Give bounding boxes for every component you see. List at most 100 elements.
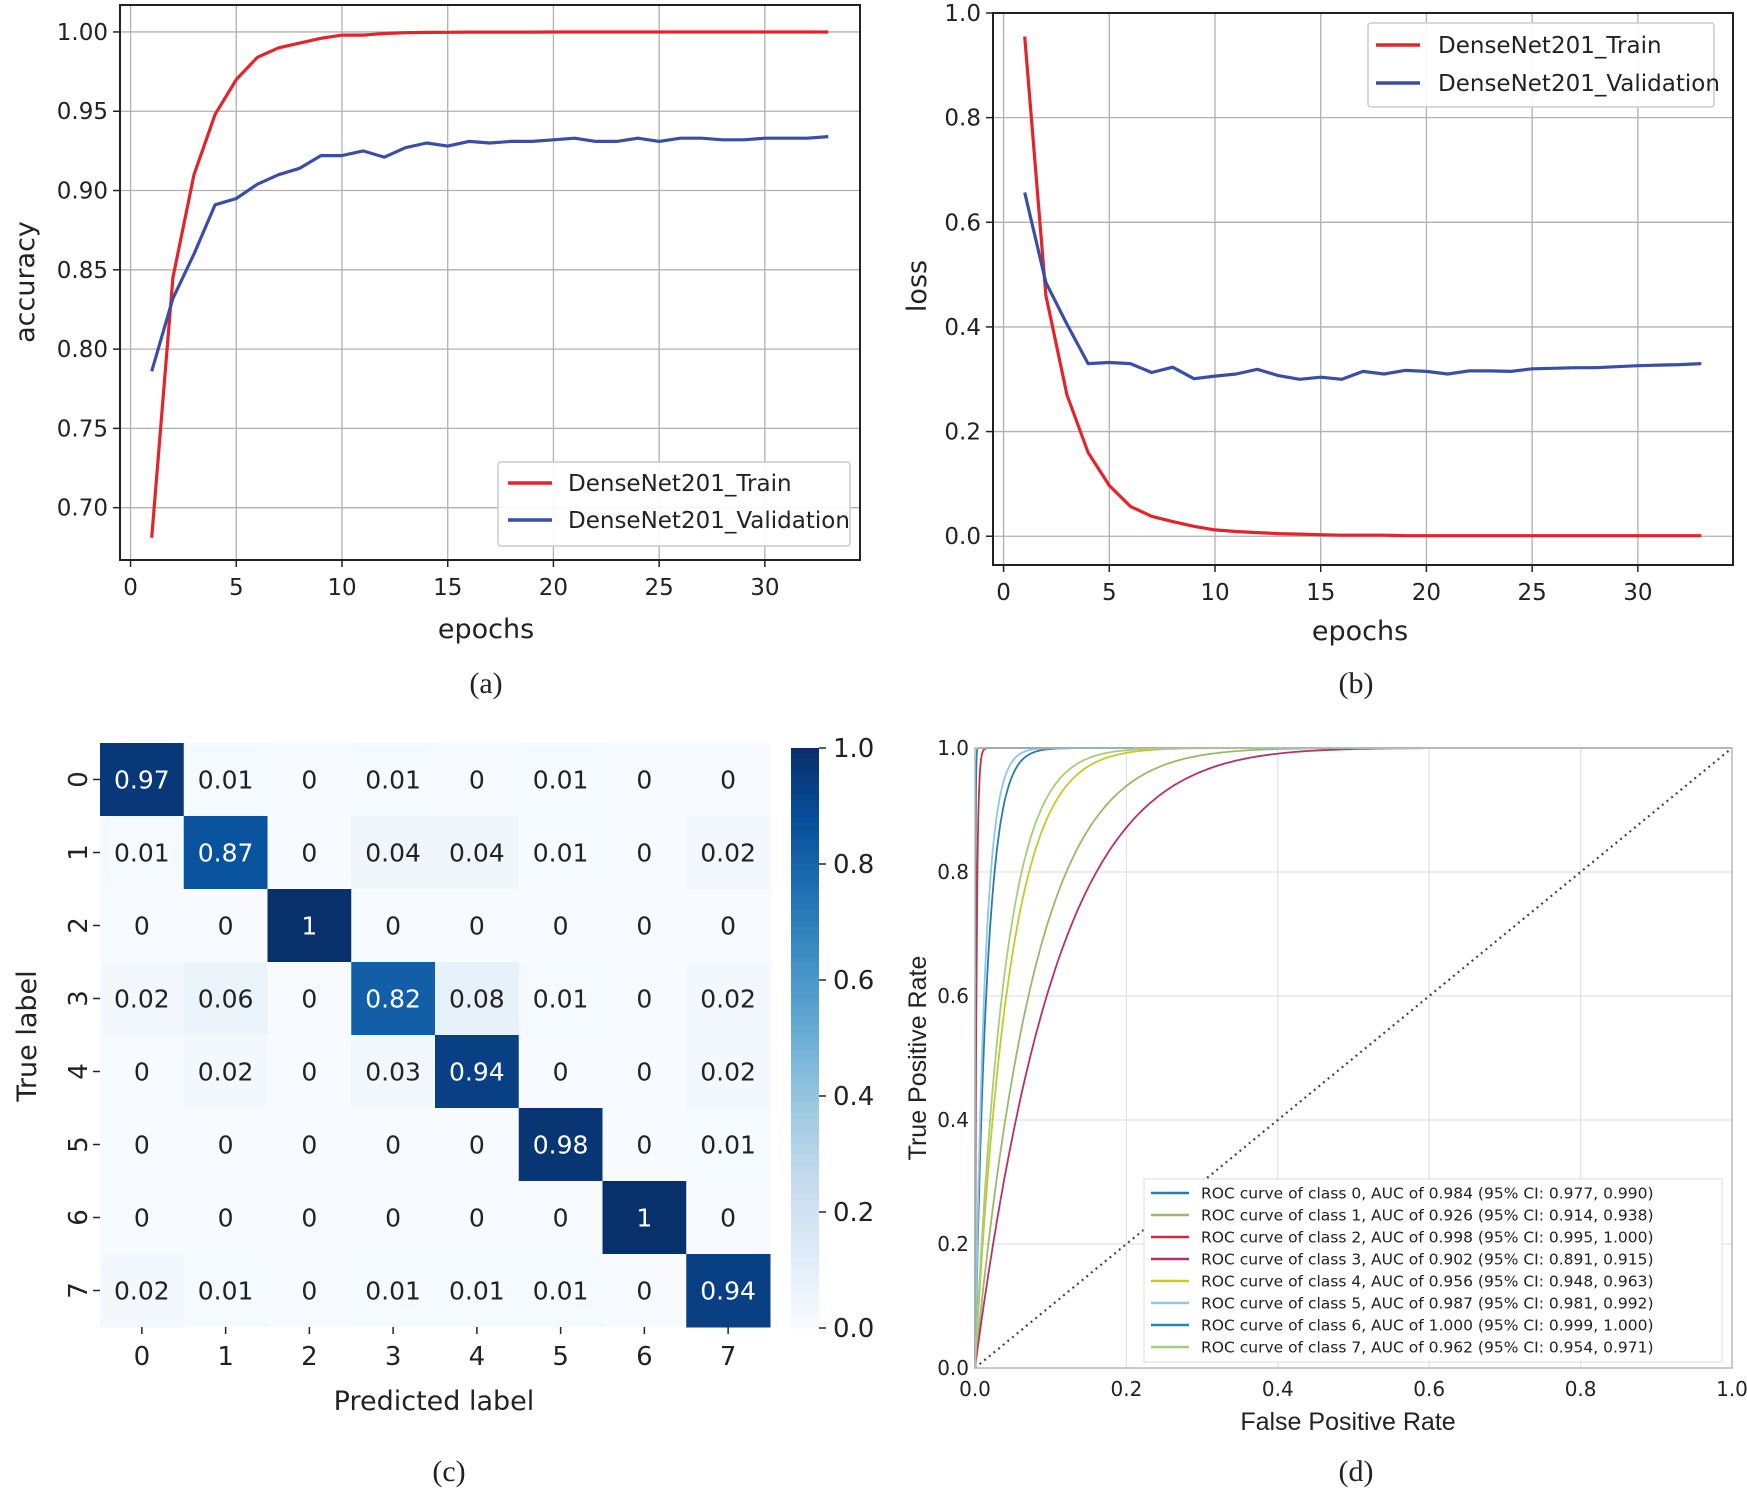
colorbar-segment [791, 1020, 819, 1027]
colorbar-segment [791, 1270, 819, 1277]
x-tick-label: 7 [720, 1342, 737, 1372]
colorbar-segment [791, 1026, 819, 1033]
colorbar-segment [791, 846, 819, 853]
x-tick-label: 5 [552, 1342, 569, 1372]
cell-value: 0 [720, 1204, 736, 1233]
cell-value: 0 [553, 1204, 569, 1233]
x-tick-label: 25 [1518, 580, 1547, 606]
matrix-cell [351, 1181, 436, 1255]
x-tick-label: 0.6 [1413, 1377, 1445, 1401]
matrix-cell [351, 1108, 436, 1182]
legend-validation-label: DenseNet201_Validation [568, 508, 850, 534]
accuracy-plot-frame [119, 4, 861, 561]
cell-value: 0.01 [365, 1277, 421, 1306]
cell-value: 0 [636, 985, 652, 1014]
cell-value: 0.02 [700, 1058, 756, 1087]
colorbar-segment [791, 968, 819, 975]
x-tick-label: 3 [385, 1342, 402, 1372]
colorbar: 0.0 0.2 0.4 0.6 0.8 1.0 [791, 734, 874, 1344]
matrix-cell [435, 1108, 520, 1182]
colorbar-segment [791, 1206, 819, 1213]
colorbar-segment [791, 1113, 819, 1120]
cell-value: 0 [385, 912, 401, 941]
colorbar-segment [791, 1217, 819, 1225]
roc-legend-label: ROC curve of class 4, AUC of 0.956 (95% … [1201, 1273, 1654, 1291]
cell-value: 0 [553, 912, 569, 941]
matrix-cell [267, 889, 352, 963]
colorbar-segment [791, 881, 819, 888]
cell-value: 0.94 [449, 1058, 505, 1087]
matrix-cell [183, 1181, 268, 1255]
colorbar-segment [791, 1107, 819, 1114]
colorbar-segment [791, 1136, 819, 1143]
matrix-cell [518, 962, 603, 1036]
colorbar-segment [791, 1072, 819, 1080]
colorbar-segment [791, 985, 819, 993]
roc-plot-frame [974, 747, 1733, 1369]
cell-value: 0.03 [365, 1058, 421, 1087]
colorbar-segment [791, 898, 819, 906]
cell-value: 0.08 [449, 985, 505, 1014]
cell-value: 0.02 [114, 985, 170, 1014]
colorbar-segment [791, 956, 819, 964]
x-tick-label: 0.4 [1262, 1377, 1294, 1401]
matrix-cell [267, 1035, 352, 1109]
colorbar-segment [791, 1200, 819, 1207]
y-tick-label: 0.6 [944, 210, 981, 236]
colorbar-segment [791, 765, 819, 772]
confusion-ylabel: True label [12, 970, 43, 1102]
colorbar-segment [791, 777, 819, 784]
y-tick-label: 7 [64, 1282, 94, 1299]
colorbar-segment [791, 1090, 819, 1097]
matrix-cell [100, 1035, 185, 1109]
loss-xlabel: epochs [1312, 616, 1408, 647]
cell-value: 0 [469, 912, 485, 941]
colorbar-segment [791, 1125, 819, 1132]
cell-value: 0.98 [533, 1131, 589, 1160]
x-tick-label: 10 [327, 575, 356, 601]
colorbar-segment [791, 974, 819, 981]
y-tick-label: 2 [64, 917, 94, 934]
confusion-xlabel: Predicted label [334, 1386, 535, 1417]
colorbar-segment [791, 800, 819, 807]
colorbar-segment [791, 852, 819, 859]
colorbar-tick-label: 0.4 [833, 1082, 874, 1112]
matrix-cell [183, 1254, 268, 1328]
colorbar-segment [791, 904, 819, 911]
matrix-cell [435, 962, 520, 1036]
colorbar-segment [791, 1101, 819, 1109]
confusion-matrix: 0.97 0.01 0 0.01 0 0.01 0 00.01 0.87 0 0.04 0.04 0.0… [12, 734, 874, 1488]
caption-d: (d) [1339, 1455, 1374, 1488]
cell-value: 0.01 [533, 1277, 589, 1306]
matrix-cell [435, 1181, 520, 1255]
y-tick-label: 0.85 [57, 258, 108, 284]
matrix-cell [686, 743, 771, 817]
x-tick-label: 30 [1623, 580, 1652, 606]
matrix-cell [100, 889, 185, 963]
cell-value: 0 [636, 912, 652, 941]
caption-c: (c) [432, 1455, 465, 1488]
matrix-cell [518, 1108, 603, 1182]
matrix-cell [435, 816, 520, 890]
y-tick-label: 3 [64, 990, 94, 1007]
colorbar-segment [791, 1194, 819, 1201]
matrix-cell [183, 816, 268, 890]
matrix-cell [686, 1035, 771, 1109]
colorbar-segment [791, 1235, 819, 1242]
y-tick-label: 0.75 [57, 416, 108, 442]
matrix-cell [602, 889, 687, 963]
cell-value: 0 [720, 766, 736, 795]
x-tick-label: 2 [301, 1342, 318, 1372]
colorbar-segment [791, 922, 819, 929]
matrix-cell [518, 1035, 603, 1109]
cell-value: 0 [218, 1204, 234, 1233]
matrix-cell [518, 1254, 603, 1328]
colorbar-segment [791, 1241, 819, 1248]
matrix-cell [183, 1108, 268, 1182]
colorbar-segment [791, 1258, 819, 1265]
x-tick-label: 6 [636, 1342, 653, 1372]
cell-value: 0 [636, 1277, 652, 1306]
cell-value: 0.01 [449, 1277, 505, 1306]
colorbar-segment [791, 1171, 819, 1178]
caption-a: (a) [469, 667, 502, 700]
